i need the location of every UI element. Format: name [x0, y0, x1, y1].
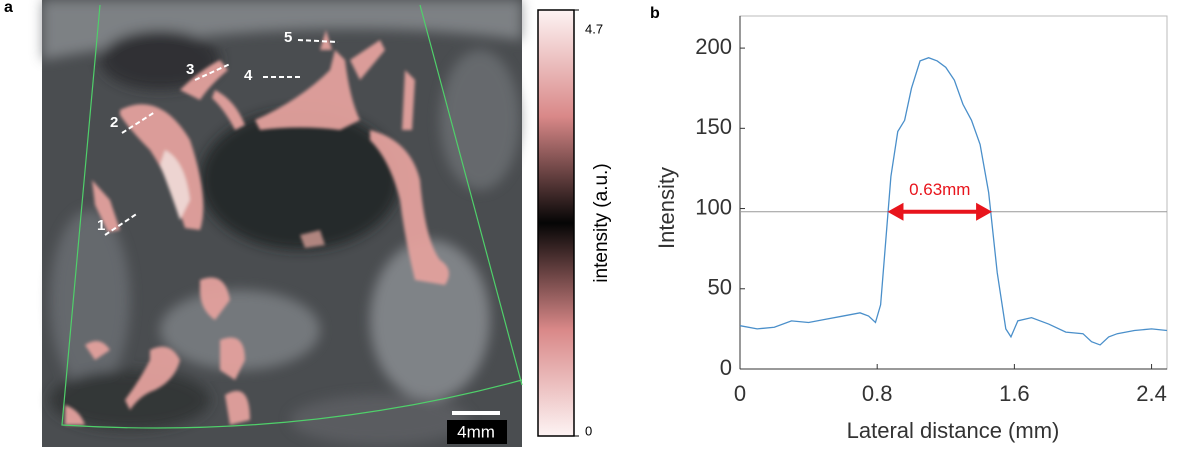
y-tick-label: 150 [695, 114, 732, 139]
vessel-label: 3 [186, 61, 194, 78]
colorbar-label: intensity (a.u.) [591, 163, 612, 282]
figure: a 1 2 3 4 5 4mm intensity (a.u.) b Later… [0, 0, 1178, 447]
colorbar-tick-label: 4.7 [585, 21, 603, 36]
x-axis-label: Lateral distance (mm) [847, 418, 1060, 443]
panel-label: a [4, 0, 13, 16]
y-tick-label: 50 [708, 275, 732, 300]
profile-line [740, 58, 1167, 345]
y-axis-label: Intensity [654, 167, 679, 249]
scale-bar-label: 4mm [457, 422, 495, 441]
colorbar-tick-label: 0 [585, 423, 592, 438]
panel-label: b [650, 5, 660, 22]
fwhm-label: 0.63mm [909, 180, 970, 199]
vessel-label: 2 [110, 114, 118, 131]
x-tick-label: 0.8 [862, 381, 893, 406]
x-tick-label: 2.4 [1136, 381, 1167, 406]
vessel-label: 1 [97, 217, 105, 234]
y-tick-label: 0 [720, 355, 732, 380]
vessel-label: 5 [284, 29, 292, 46]
vessel-label: 4 [244, 67, 253, 84]
ultrasound-image [42, 0, 522, 447]
y-tick-label: 100 [695, 194, 732, 219]
x-tick-label: 0 [734, 381, 746, 406]
colorbar [538, 10, 574, 436]
x-tick-label: 1.6 [999, 381, 1030, 406]
y-tick-label: 200 [695, 34, 732, 59]
